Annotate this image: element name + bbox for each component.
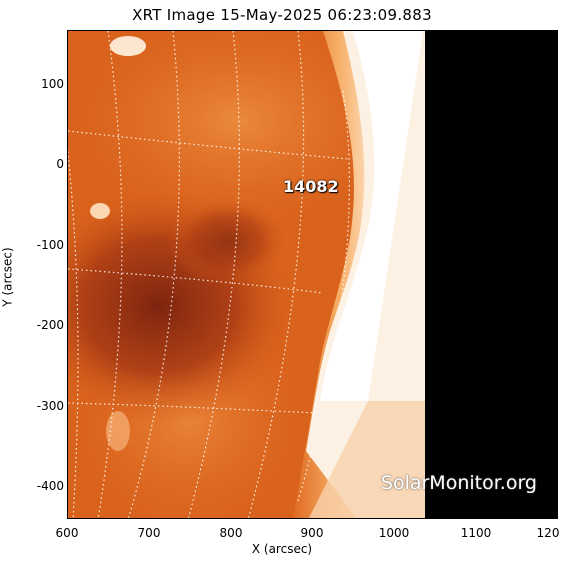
y-tick-label: -300 [36, 399, 64, 413]
x-tick-label: 1000 [378, 526, 410, 540]
y-tick-label: -200 [36, 318, 64, 332]
x-tick-label: 800 [219, 526, 243, 540]
y-tick-label: -400 [36, 479, 64, 493]
x-tick-label: 600 [55, 526, 79, 540]
y-tick-label: -100 [36, 238, 64, 252]
watermark: SolarMonitor.org [380, 472, 537, 494]
active-region-label: 14082 [283, 177, 339, 196]
x-tick-label: 700 [137, 526, 161, 540]
x-tick-label: 1100 [460, 526, 492, 540]
x-tick-label: 900 [300, 526, 324, 540]
x-tick-label: 120 [536, 526, 560, 540]
y-axis-label: Y (arcsec) [0, 247, 15, 307]
y-tick-label: 100 [41, 77, 64, 91]
image-title: XRT Image 15-May-2025 06:23:09.883 [132, 6, 432, 24]
solar-image-panel: 14082 SolarMonitor.org [67, 30, 558, 519]
solar-image [68, 31, 557, 518]
x-axis-label: X (arcsec) [251, 542, 313, 556]
y-tick-label: 0 [56, 157, 64, 171]
